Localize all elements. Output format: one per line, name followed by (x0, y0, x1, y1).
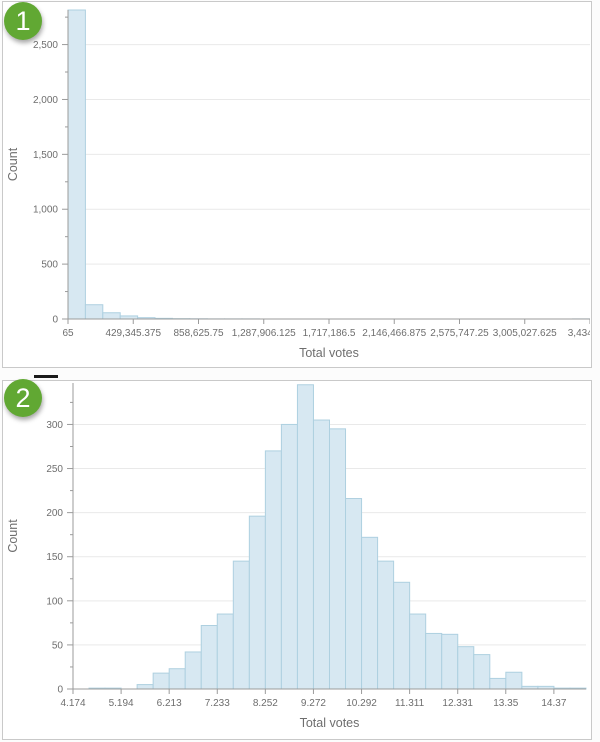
step-badge-1: 1 (4, 2, 42, 40)
x-tick-label: 2,146,466.875 (362, 328, 426, 339)
histogram-bar (296, 384, 314, 690)
x-tick-label: 11.311 (395, 698, 425, 709)
histogram-bar (232, 560, 250, 690)
histogram-bar (184, 651, 202, 690)
step-badge-2: 2 (4, 379, 42, 417)
histogram-bar (328, 428, 347, 690)
histogram-bar (505, 671, 523, 690)
histogram-bar (264, 450, 282, 690)
x-tick-label: 429,345.375 (105, 328, 161, 339)
y-tick-label: 1,000 (33, 205, 58, 216)
y-tick-label: 300 (46, 420, 63, 431)
histogram-bar (393, 581, 411, 690)
y-tick-label: 150 (46, 552, 63, 563)
x-tick-label: 14.37 (541, 698, 566, 709)
y-tick-label: 2,000 (33, 95, 58, 106)
histogram-bar (152, 672, 170, 690)
histogram-bar (425, 632, 443, 690)
y-tick-label: 500 (41, 260, 58, 271)
y-tick-label: 200 (46, 508, 63, 519)
x-tick-label: 65 (62, 328, 74, 339)
chart-card-raw-votes: 0 500 1,000 1,500 2,000 2,500 65 429,345.375 858… (2, 1, 592, 368)
x-tick-label: 1,717,186.5 (303, 328, 356, 339)
x-tick-label: 1,287,906.125 (232, 328, 296, 339)
y-tick-label: 1,500 (33, 150, 58, 161)
x-tick-label: 12.331 (442, 698, 473, 709)
y-tick-label: 100 (46, 596, 63, 607)
histogram-bar (312, 419, 330, 690)
x-tick-label: 7.233 (205, 698, 230, 709)
y-tick-label: 250 (46, 464, 63, 475)
chart-card-log-votes: 0 50 100 150 200 250 300 4.174 5.194 6.213 7.233 8.… (2, 380, 592, 740)
y-axis-title: Count (6, 147, 20, 181)
y-axis-title: Count (6, 519, 20, 553)
histogram-bar (441, 633, 459, 690)
x-tick-label: 3,434,308 (568, 328, 590, 339)
histogram-bar (168, 668, 186, 690)
histogram-bar (200, 625, 218, 690)
histogram-bar (248, 515, 266, 690)
x-axis-title: Total votes (299, 346, 359, 360)
histogram-bar (216, 613, 234, 690)
x-tick-label: 5.194 (109, 698, 134, 709)
histogram-bar (345, 498, 363, 690)
x-tick-label: 4.174 (60, 698, 85, 709)
cursor-artifact (34, 375, 58, 378)
histogram-bar (280, 423, 298, 690)
histogram-bar (473, 654, 491, 690)
x-tick-label: 6.213 (157, 698, 182, 709)
histogram-bar (102, 312, 121, 320)
x-tick-label: 10.292 (346, 698, 377, 709)
y-tick-label: 0 (52, 315, 58, 326)
histogram-bar (67, 9, 86, 320)
x-axis-title: Total votes (300, 716, 360, 730)
histogram-total-votes-log: 0 50 100 150 200 250 300 4.174 5.194 6.213 7.233 8.… (6, 383, 587, 730)
histogram-bar (409, 613, 427, 690)
histogram-bar (489, 677, 507, 690)
y-tick-label: 2,500 (33, 40, 58, 51)
x-tick-label: 8.252 (253, 698, 278, 709)
histogram-bar (457, 646, 475, 690)
histogram-bar (361, 536, 379, 690)
histogram-total-votes-raw: 0 500 1,000 1,500 2,000 2,500 65 429,345.375 858… (6, 9, 590, 360)
x-tick-label: 858,625.75 (173, 328, 223, 339)
histogram-bar (84, 304, 104, 320)
y-tick-label: 50 (52, 640, 64, 651)
x-tick-label: 3,005,027.625 (493, 328, 557, 339)
x-tick-label: 2,575,747.25 (430, 328, 489, 339)
histogram-bar (377, 560, 395, 690)
x-tick-label: 13.35 (493, 698, 518, 709)
x-tick-label: 9.272 (301, 698, 326, 709)
y-tick-label: 0 (57, 685, 63, 696)
